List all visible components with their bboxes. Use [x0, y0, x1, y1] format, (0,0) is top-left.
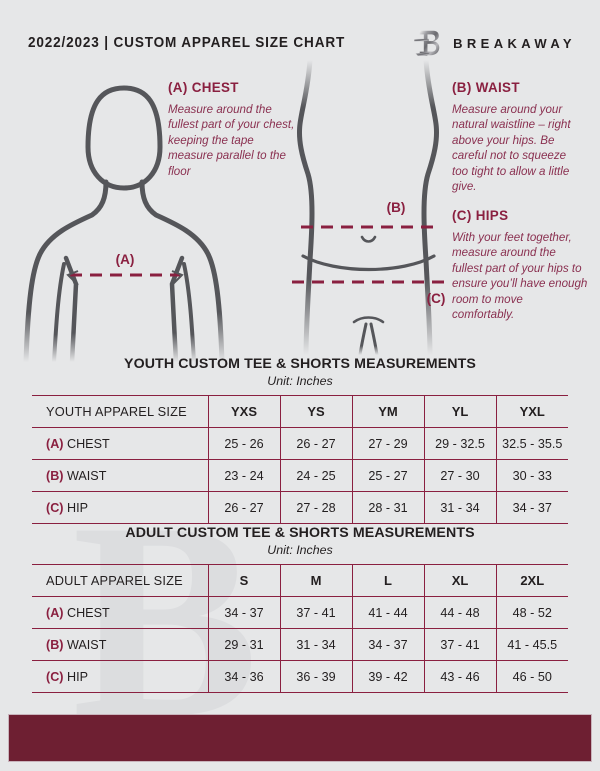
adult-cell-0-0: 34 - 37 [208, 596, 281, 629]
adult-size-col-2: L [352, 564, 425, 597]
adult-cell-1-4: 41 - 45.5 [496, 628, 568, 661]
youth-cell-1-0: 23 - 24 [208, 459, 281, 492]
youth-size-col-4: YXL [496, 395, 568, 428]
youth-size-section: YOUTH CUSTOM TEE & SHORTS MEASUREMENTS U… [32, 356, 568, 524]
note-chest-heading: (A) CHEST [168, 80, 239, 95]
adult-cell-0-3: 44 - 48 [424, 596, 497, 629]
lower-body-silhouette-icon: (B) (C) [292, 60, 452, 355]
note-chest: (A) CHEST Measure around the fullest par… [168, 80, 298, 179]
table-row: (C) HIP 34 - 36 36 - 39 39 - 42 43 - 46 … [32, 660, 568, 693]
upper-body-silhouette-icon: (A) [23, 85, 225, 362]
brand-name: BREAKAWAY [453, 35, 576, 51]
row-name: HIP [66, 669, 88, 684]
adult-cell-0-2: 41 - 44 [352, 596, 425, 629]
youth-cell-0-0: 25 - 26 [208, 427, 281, 460]
note-hips-body: With your feet together, measure around … [452, 231, 588, 322]
row-name: CHEST [66, 605, 110, 620]
youth-table-unit: Unit: Inches [267, 374, 333, 388]
youth-size-col-3: YL [424, 395, 497, 428]
youth-cell-1-2: 25 - 27 [352, 459, 425, 492]
note-hips: (C) HIPS With your feet together, measur… [452, 208, 588, 322]
waist-measure-label: (B) [387, 200, 406, 215]
adult-cell-2-2: 39 - 42 [352, 660, 425, 693]
youth-size-col-2: YM [352, 395, 425, 428]
adult-cell-0-4: 48 - 52 [496, 596, 568, 629]
note-waist: (B) WAIST Measure around your natural wa… [452, 80, 584, 194]
row-tag: (A) [46, 436, 64, 451]
adult-size-col-1: M [280, 564, 353, 597]
adult-size-table: ADULT APPAREL SIZE S M L XL 2XL (A) CHES… [32, 564, 568, 693]
page-title: 2022/2023 | CUSTOM APPAREL SIZE CHART [28, 35, 346, 51]
row-tag: (B) [46, 468, 64, 483]
youth-cell-1-3: 27 - 30 [424, 459, 497, 492]
youth-cell-1-4: 30 - 33 [496, 459, 568, 492]
adult-cell-2-1: 36 - 39 [280, 660, 353, 693]
adult-cell-0-1: 37 - 41 [280, 596, 353, 629]
adult-row-label-1: (B) WAIST [32, 628, 209, 661]
note-waist-heading: (B) WAIST [452, 80, 520, 95]
adult-cell-1-0: 29 - 31 [208, 628, 281, 661]
youth-cell-0-4: 32.5 - 35.5 [496, 427, 568, 460]
page-header: 2022/2023 | CUSTOM APPAREL SIZE CHART [0, 26, 600, 60]
adult-cell-1-1: 31 - 34 [280, 628, 353, 661]
table-row: (C) HIP 26 - 27 27 - 28 28 - 31 31 - 34 … [32, 491, 568, 524]
youth-row-label-1: (B) WAIST [32, 459, 209, 492]
adult-cell-1-2: 34 - 37 [352, 628, 425, 661]
adult-table-unit: Unit: Inches [267, 543, 333, 557]
note-waist-body: Measure around your natural waistline – … [452, 103, 571, 194]
row-name: WAIST [66, 468, 107, 483]
row-name: WAIST [66, 637, 107, 652]
table-row: (B) WAIST 23 - 24 24 - 25 25 - 27 27 - 3… [32, 459, 568, 492]
adult-cell-2-4: 46 - 50 [496, 660, 568, 693]
row-tag: (A) [46, 605, 64, 620]
table-header-row: ADULT APPAREL SIZE S M L XL 2XL [32, 564, 568, 597]
youth-cell-1-1: 24 - 25 [280, 459, 353, 492]
youth-cell-2-2: 28 - 31 [352, 491, 425, 524]
measurement-diagrams: (A) [0, 60, 600, 362]
row-name: CHEST [66, 436, 110, 451]
youth-row-label-0: (A) CHEST [32, 427, 209, 460]
youth-cell-2-4: 34 - 37 [496, 491, 568, 524]
adult-size-header: ADULT APPAREL SIZE [32, 564, 209, 597]
youth-size-header: YOUTH APPAREL SIZE [32, 395, 209, 428]
youth-cell-0-1: 26 - 27 [280, 427, 353, 460]
adult-size-section: ADULT CUSTOM TEE & SHORTS MEASUREMENTS U… [32, 525, 568, 693]
youth-cell-0-2: 27 - 29 [352, 427, 425, 460]
adult-size-col-4: 2XL [496, 564, 568, 597]
breakaway-b-logo-icon [414, 30, 440, 56]
hip-measure-label: (C) [427, 291, 446, 306]
table-row: (B) WAIST 29 - 31 31 - 34 34 - 37 37 - 4… [32, 628, 568, 661]
table-row: (A) CHEST 34 - 37 37 - 41 41 - 44 44 - 4… [32, 596, 568, 629]
youth-size-table: YOUTH APPAREL SIZE YXS YS YM YL YXL (A) … [32, 395, 568, 524]
brand-lockup: BREAKAWAY [413, 28, 576, 58]
youth-size-col-0: YXS [208, 395, 281, 428]
adult-size-col-3: XL [424, 564, 497, 597]
adult-size-col-0: S [208, 564, 281, 597]
table-row: (A) CHEST 25 - 26 26 - 27 27 - 29 29 - 3… [32, 427, 568, 460]
chest-measure-label: (A) [116, 252, 135, 267]
youth-cell-2-3: 31 - 34 [424, 491, 497, 524]
youth-row-label-2: (C) HIP [32, 491, 209, 524]
row-tag: (B) [46, 637, 64, 652]
youth-table-title: YOUTH CUSTOM TEE & SHORTS MEASUREMENTS [124, 356, 476, 372]
note-hips-heading: (C) HIPS [452, 208, 509, 223]
youth-cell-2-1: 27 - 28 [280, 491, 353, 524]
adult-cell-2-3: 43 - 46 [424, 660, 497, 693]
row-tag: (C) [46, 500, 64, 515]
adult-row-label-2: (C) HIP [32, 660, 209, 693]
row-tag: (C) [46, 669, 64, 684]
youth-cell-0-3: 29 - 32.5 [424, 427, 497, 460]
adult-table-title: ADULT CUSTOM TEE & SHORTS MEASUREMENTS [125, 525, 475, 541]
footer-bar [8, 714, 592, 762]
adult-row-label-0: (A) CHEST [32, 596, 209, 629]
row-name: HIP [66, 500, 88, 515]
youth-cell-2-0: 26 - 27 [208, 491, 281, 524]
adult-cell-1-3: 37 - 41 [424, 628, 497, 661]
note-chest-body: Measure around the fullest part of your … [168, 103, 295, 178]
adult-cell-2-0: 34 - 36 [208, 660, 281, 693]
table-header-row: YOUTH APPAREL SIZE YXS YS YM YL YXL [32, 395, 568, 428]
youth-size-col-1: YS [280, 395, 353, 428]
